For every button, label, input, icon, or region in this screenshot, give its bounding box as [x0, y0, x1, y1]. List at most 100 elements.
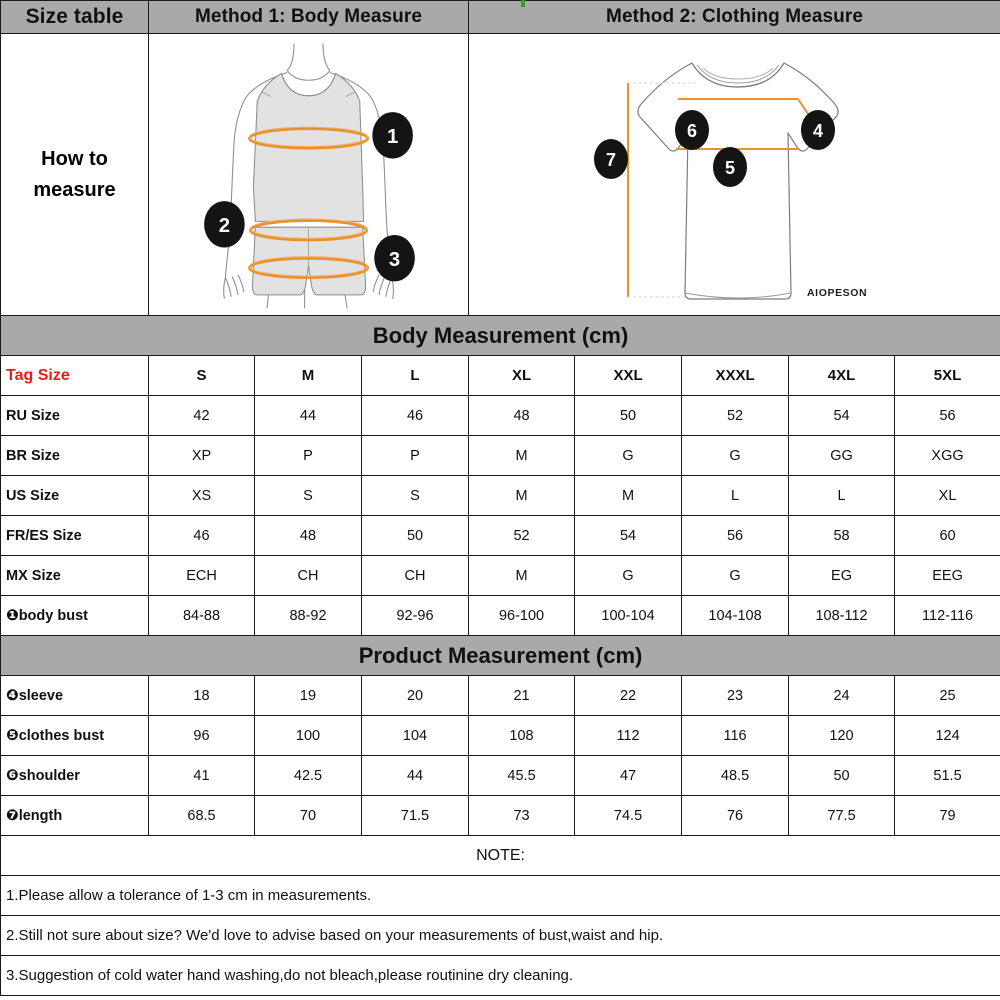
cell: 71.5 [360, 795, 470, 836]
illustration-row: How to measure [0, 33, 1000, 316]
cell: 76 [681, 795, 790, 836]
cell: 58 [788, 515, 896, 556]
badge-4: 4 [800, 109, 835, 150]
table-row-shoulder: ❻shoulder 41 42.5 44 45.5 47 48.5 50 51.… [0, 755, 1000, 796]
cell: 79 [894, 795, 1000, 836]
cell: XXXL [681, 355, 790, 396]
cell: 104 [360, 715, 470, 756]
row-label: US Size [0, 475, 149, 516]
cell: G [574, 435, 683, 476]
table-row-mx-size: MX Size ECH CH CH M G G EG EEG [0, 555, 1000, 596]
cell: 50 [788, 755, 896, 796]
cell: 60 [894, 515, 1000, 556]
cell: 46 [360, 395, 470, 436]
note-row-2: 2.Still not sure about size? We'd love t… [0, 915, 1000, 956]
table-row-body-bust: ❶body bust 84-88 88-92 92-96 96-100 100-… [0, 595, 1000, 636]
cell: 42 [148, 395, 255, 436]
cell: G [574, 555, 683, 596]
cell: 19 [254, 675, 362, 716]
cell: GG [788, 435, 896, 476]
row-label-text: shoulder [18, 767, 80, 784]
note-row-1: 1.Please allow a tolerance of 1-3 cm in … [0, 875, 1000, 916]
cell: 5XL [894, 355, 1000, 396]
cell: 92-96 [360, 595, 470, 636]
svg-text:1: 1 [387, 126, 398, 148]
cell: P [254, 435, 362, 476]
body-measure-illustration: 1 2 3 [204, 43, 415, 308]
circled-number-7-icon: ❼ [6, 806, 19, 824]
cell: 54 [574, 515, 683, 556]
cell: M [468, 555, 576, 596]
row-label-text: length [18, 807, 63, 824]
header-method-1: Method 1: Body Measure [147, 0, 470, 34]
circled-number-1-icon: ❶ [6, 606, 19, 624]
cell: G [681, 555, 790, 596]
cell: CH [254, 555, 362, 596]
cell: 108 [468, 715, 576, 756]
cell: 96 [148, 715, 255, 756]
header-method-2: Method 2: Clothing Measure [468, 0, 1000, 34]
badge-1: 1 [372, 111, 413, 159]
cell: ECH [148, 555, 255, 596]
svg-text:3: 3 [389, 248, 400, 270]
table-row-sleeve: ❹sleeve 18 19 20 21 22 23 24 25 [0, 675, 1000, 716]
cell: 25 [894, 675, 1000, 716]
row-label-text: clothes bust [18, 727, 105, 744]
table-row-br-size: BR Size XP P P M G G GG XGG [0, 435, 1000, 476]
circled-number-4-icon: ❹ [6, 686, 19, 704]
note-line-1: 1.Please allow a tolerance of 1-3 cm in … [0, 875, 1000, 916]
cell: S [148, 355, 255, 396]
cell: 50 [360, 515, 470, 556]
cell: 88-92 [254, 595, 362, 636]
cell: 45.5 [468, 755, 576, 796]
section-title-product: Product Measurement (cm) [0, 635, 1000, 676]
table-row-fr-es-size: FR/ES Size 46 48 50 52 54 56 58 60 [0, 515, 1000, 556]
section-title-body: Body Measurement (cm) [0, 315, 1000, 356]
cell: CH [360, 555, 470, 596]
cell: 21 [468, 675, 576, 716]
cell: 112-116 [894, 595, 1000, 636]
badge-5: 5 [712, 146, 747, 187]
cell: M [254, 355, 362, 396]
clothing-measure-illustration: 6 4 5 7 [593, 61, 866, 300]
body-figure-cell: 1 2 3 [147, 33, 470, 316]
cell: 112 [574, 715, 683, 756]
row-label-clothes-bust: ❺clothes bust [0, 715, 149, 756]
cell: XP [148, 435, 255, 476]
note-header-row: NOTE: [0, 835, 1000, 876]
cell: 48 [468, 395, 576, 436]
cell: M [468, 435, 576, 476]
circled-number-5-icon: ❺ [6, 726, 19, 744]
cell: 120 [788, 715, 896, 756]
badge-7: 7 [593, 138, 628, 179]
cell: EEG [894, 555, 1000, 596]
cell: 116 [681, 715, 790, 756]
cell: 50 [574, 395, 683, 436]
shirt-figure-cell: 6 4 5 7 [468, 33, 1000, 316]
row-label: Tag Size [0, 355, 149, 396]
cell: 23 [681, 675, 790, 716]
cell: L [681, 475, 790, 516]
row-label: FR/ES Size [0, 515, 149, 556]
cell: 48 [254, 515, 362, 556]
cell: M [468, 475, 576, 516]
cell: S [360, 475, 470, 516]
table-row-tag-size: Tag Size S M L XL XXL XXXL 4XL 5XL [0, 355, 1000, 396]
green-artifact [521, 0, 525, 7]
cell: M [574, 475, 683, 516]
cell: 48.5 [681, 755, 790, 796]
cell: 22 [574, 675, 683, 716]
cell: XGG [894, 435, 1000, 476]
cell: 41 [148, 755, 255, 796]
product-measurement-section-row: Product Measurement (cm) [0, 635, 1000, 676]
cell: 42.5 [254, 755, 362, 796]
note-line-2: 2.Still not sure about size? We'd love t… [0, 915, 1000, 956]
cell: 52 [468, 515, 576, 556]
cell: 51.5 [894, 755, 1000, 796]
how-to-line-2: measure [33, 178, 116, 201]
cell: 18 [148, 675, 255, 716]
cell: 44 [254, 395, 362, 436]
cell: 24 [788, 675, 896, 716]
cell: 100-104 [574, 595, 683, 636]
table-row-us-size: US Size XS S S M M L L XL [0, 475, 1000, 516]
